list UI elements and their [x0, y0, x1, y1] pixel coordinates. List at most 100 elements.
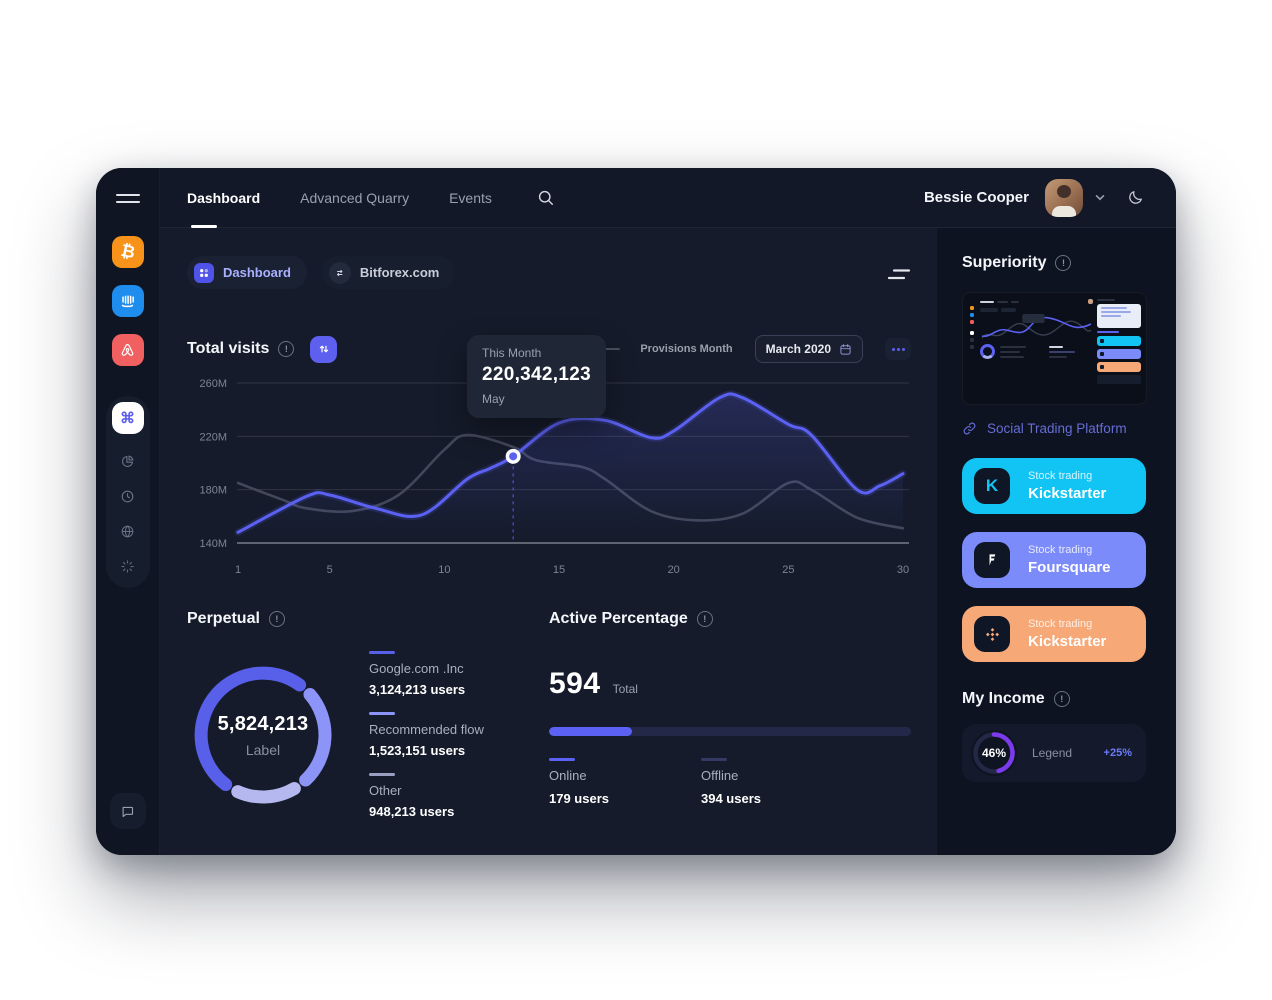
- stock-card-category: Stock trading: [1028, 544, 1093, 556]
- bitcoin-app-icon[interactable]: ₿: [111, 236, 144, 268]
- main-content: Dashboard Bitforex.com Total: [160, 228, 936, 855]
- top-header: Dashboard Advanced Quarry Events Bessie …: [160, 168, 1176, 228]
- intercom-app-icon[interactable]: [111, 285, 144, 317]
- stock-card-category: Stock trading: [1028, 618, 1093, 630]
- info-icon[interactable]: !: [278, 341, 295, 357]
- menu-icon[interactable]: [115, 186, 140, 210]
- calendar-icon: [840, 343, 851, 355]
- perpetual-section: Perpetual ! 5,824,213 Label: [187, 605, 535, 819]
- legend-name: Other: [369, 783, 402, 798]
- link-icon: [963, 422, 976, 435]
- spinner-icon[interactable]: [120, 558, 136, 574]
- svg-text:5: 5: [327, 564, 333, 576]
- app-window: ₿ ⌘: [96, 168, 1176, 855]
- chart-tooltip: This Month 220,342,123 May: [467, 335, 606, 418]
- svg-text:15: 15: [553, 564, 565, 576]
- active-progress-fill: [549, 727, 633, 736]
- tab-dashboard[interactable]: Dashboard: [187, 168, 260, 228]
- tab-events[interactable]: Events: [449, 168, 492, 228]
- active-progress-bar: [549, 727, 911, 736]
- right-panel: Superiority !: [936, 228, 1176, 855]
- legend-value: 394 users: [701, 791, 761, 806]
- intercom-glyph: [121, 294, 134, 307]
- main-nav: Dashboard Advanced Quarry Events: [187, 168, 492, 228]
- avatar[interactable]: [1045, 178, 1083, 217]
- sidebar-item-command-active[interactable]: ⌘: [111, 402, 144, 434]
- search-button[interactable]: [536, 188, 556, 208]
- social-trading-link-label: Social Trading Platform: [987, 421, 1127, 436]
- breadcrumb: Dashboard Bitforex.com: [187, 256, 911, 289]
- active-legend: Online 179 users Offline 394 users: [549, 758, 911, 806]
- income-delta: +25%: [1103, 747, 1132, 759]
- total-visits-section: Total visits ! Provisions Month March 20…: [187, 335, 911, 581]
- legend-value: 3,124,213 users: [369, 682, 466, 697]
- clock-icon[interactable]: [120, 488, 136, 504]
- chat-icon: [122, 806, 134, 817]
- chat-button[interactable]: [109, 793, 146, 829]
- legend-name: Online: [549, 768, 587, 783]
- donut-center-value: 5,824,213: [217, 712, 309, 735]
- breadcrumb-dashboard-chip[interactable]: Dashboard: [187, 256, 307, 289]
- sort-button[interactable]: [310, 335, 338, 363]
- period-select[interactable]: March 2020: [754, 335, 863, 363]
- perpetual-legend: Google.com .Inc 3,124,213 users Recommen…: [369, 651, 484, 819]
- period-value: March 2020: [765, 342, 831, 356]
- breadcrumb-site-label: Bitforex.com: [359, 265, 440, 280]
- user-name: Bessie Cooper: [923, 189, 1029, 206]
- thumbnail-right-panel: [1097, 299, 1141, 398]
- perpetual-title: Perpetual: [187, 610, 260, 627]
- globe-icon[interactable]: [120, 523, 136, 539]
- legend-name: Google.com .Inc: [369, 661, 464, 676]
- svg-text:140M: 140M: [199, 538, 227, 550]
- info-icon[interactable]: !: [1055, 255, 1072, 271]
- svg-text:220M: 220M: [199, 431, 227, 443]
- stock-card-category: Stock trading: [1028, 470, 1093, 482]
- superiority-title: Superiority: [962, 254, 1047, 271]
- legend-item: Other 948,213 users: [369, 773, 484, 819]
- superiority-thumbnail[interactable]: [962, 292, 1147, 405]
- more-options-button[interactable]: [885, 338, 911, 360]
- active-tab-underline: [191, 224, 217, 228]
- info-icon[interactable]: !: [268, 611, 285, 627]
- income-gauge: 46%: [970, 729, 1018, 777]
- active-total-value: 594: [549, 667, 601, 700]
- dark-mode-moon-icon[interactable]: [1127, 189, 1144, 206]
- legend-value: 1,523,151 users: [369, 743, 466, 758]
- provisions-legend-label: Provisions Month: [640, 343, 733, 355]
- breadcrumb-dashboard-label: Dashboard: [223, 265, 291, 280]
- stock-trading-cards: K Stock trading Kickstarter Stock tradin…: [962, 458, 1146, 662]
- breadcrumb-site-chip[interactable]: Bitforex.com: [321, 256, 456, 289]
- tab-advanced-quarry-label: Advanced Quarry: [300, 189, 410, 206]
- active-percentage-title: Active Percentage: [549, 610, 688, 627]
- stock-card-foursquare[interactable]: Stock trading Foursquare: [962, 532, 1146, 588]
- chevron-down-icon[interactable]: [1095, 194, 1105, 201]
- legend-swatch: [701, 758, 727, 761]
- tab-advanced-quarry[interactable]: Advanced Quarry: [300, 168, 409, 228]
- pie-chart-icon[interactable]: [120, 453, 136, 469]
- social-trading-link[interactable]: Social Trading Platform: [962, 421, 1146, 436]
- binance-icon: [974, 616, 1010, 652]
- airbnb-glyph: [121, 343, 134, 356]
- stock-card-kickstarter[interactable]: K Stock trading Kickstarter: [962, 458, 1146, 514]
- app-shortcuts: ₿: [111, 236, 144, 366]
- stock-card-kickstarter-2[interactable]: Stock trading Kickstarter: [962, 606, 1146, 662]
- visits-chart-wrap: This Month 220,342,123 May 260M 220M 180M 1…: [187, 335, 911, 581]
- tools-group: ⌘: [105, 396, 150, 588]
- filter-lines-icon[interactable]: [887, 263, 911, 282]
- info-icon[interactable]: !: [1053, 691, 1070, 707]
- donut-center-label: Label: [245, 741, 281, 758]
- tooltip-label: This Month: [482, 346, 542, 360]
- thumbnail-sidebar: [968, 299, 976, 398]
- svg-text:1: 1: [235, 564, 241, 576]
- thumbnail-main: [980, 299, 1093, 398]
- active-percentage-section: Active Percentage ! 594 Total: [549, 605, 911, 819]
- info-icon[interactable]: !: [696, 611, 713, 627]
- foursquare-icon: [974, 542, 1010, 578]
- airbnb-app-icon[interactable]: [111, 334, 144, 366]
- legend-value: 948,213 users: [369, 804, 455, 819]
- tooltip-value: 220,342,123: [482, 364, 591, 385]
- stock-card-name: Kickstarter: [1028, 485, 1107, 502]
- legend-swatch: [369, 773, 395, 776]
- svg-text:25: 25: [782, 564, 794, 576]
- svg-text:20: 20: [668, 564, 680, 576]
